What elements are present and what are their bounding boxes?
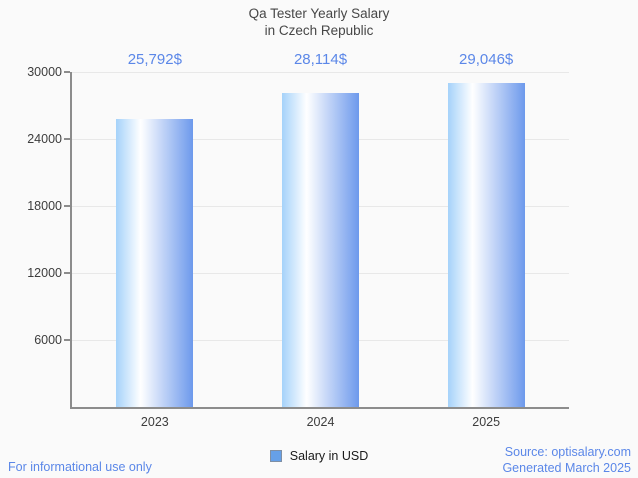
y-axis-label-18000: 18000 (27, 199, 62, 213)
value-label-2024: 28,114$ (293, 51, 348, 68)
generated-text: Generated March 2025 (502, 461, 631, 475)
value-label-2023: 25,792$ (127, 51, 182, 68)
x-axis-label-2025: 2025 (472, 415, 501, 429)
x-axis-label-2024: 2024 (306, 415, 335, 429)
gridline-30000 (72, 71, 569, 73)
chart-title-line2: in Czech Republic (264, 23, 374, 38)
y-axis-label-12000: 12000 (27, 266, 62, 280)
y-tick-24000 (64, 138, 70, 140)
value-label-2025: 29,046$ (459, 51, 514, 68)
x-axis-label-2023: 2023 (140, 415, 169, 429)
source-text: Source: optisalary.com (504, 445, 631, 459)
disclaimer-text: For informational use only (8, 460, 152, 474)
y-tick-6000 (64, 339, 70, 341)
chart-title-line1: Qa Tester Yearly Salary (248, 6, 390, 21)
chart-title: Qa Tester Yearly Salary in Czech Republi… (0, 5, 638, 39)
legend-label: Salary in USD (289, 449, 369, 463)
bar-2024 (282, 93, 359, 407)
bar-2025 (447, 82, 525, 407)
y-tick-18000 (64, 205, 70, 207)
plot-area: 6000 12000 18000 24000 30000 25,792$ 2023 28,11… (27, 51, 569, 429)
y-axis-label-24000: 24000 (27, 132, 62, 146)
legend-swatch-icon (269, 450, 282, 462)
y-tick-12000 (64, 272, 70, 274)
y-axis-label-6000: 6000 (34, 333, 62, 347)
source-block: Source: optisalary.com Generated March 2… (502, 444, 631, 476)
y-tick-30000 (64, 71, 70, 73)
legend: Salary in USD (0, 449, 638, 463)
y-axis-label-30000: 30000 (27, 65, 62, 79)
bar-2023 (116, 118, 194, 407)
